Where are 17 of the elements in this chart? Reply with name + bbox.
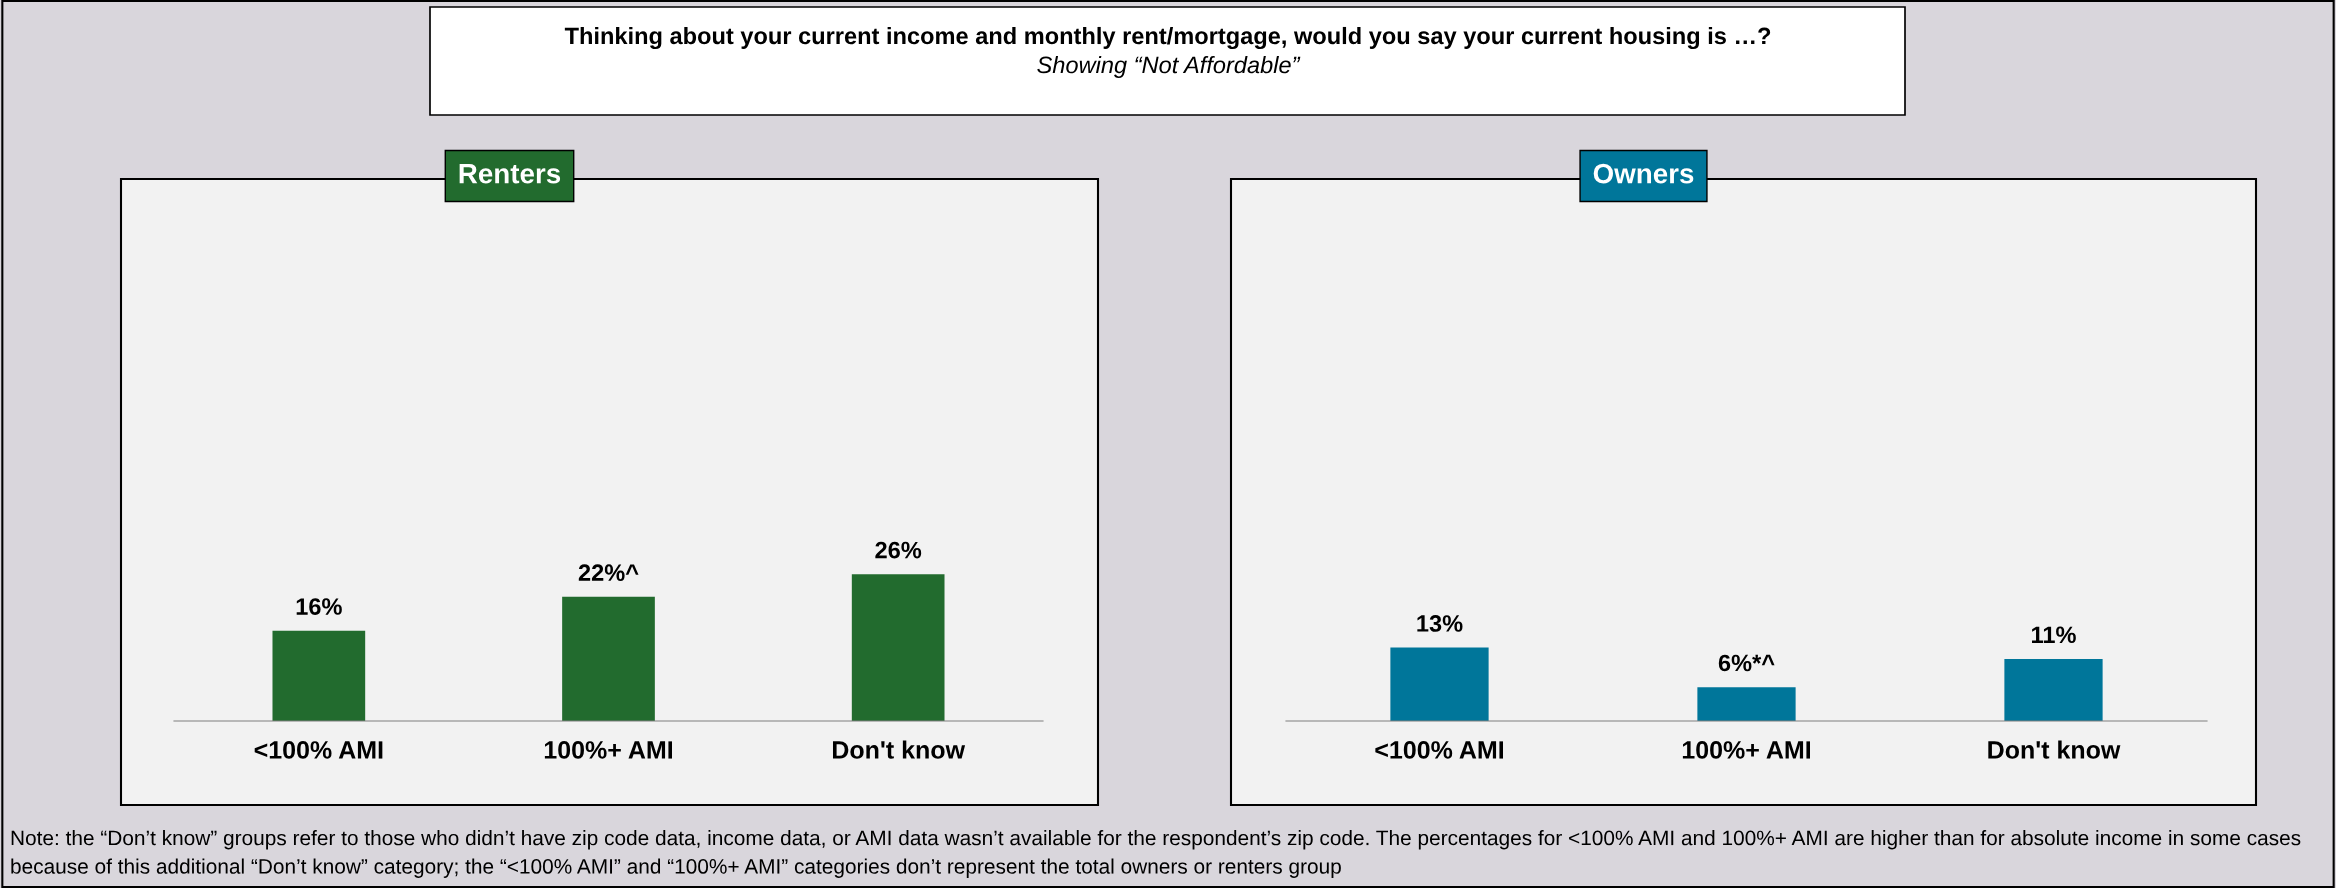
data-label: 6%*^ bbox=[1718, 654, 1775, 672]
x-tick-label: 100%+ AMI bbox=[544, 741, 673, 759]
data-label: 26% bbox=[875, 541, 922, 559]
data-label: 13% bbox=[1417, 615, 1463, 632]
text: Note: the “Don’t know” groups refer to those who didn’t have zip code data, income data, or AMI data wasn’t available for the respondent’s zip code. The percentages for <100% AMI and 100%+ AMI are higher than for absolute income in some cases because of this additional “Don’t know” category; the “<100% AMI” and “100%+ AMI” categories don’t represent the total owners or renters group bbox=[11, 830, 2301, 878]
chart-title: Renters bbox=[459, 164, 561, 184]
data-label: 16% bbox=[296, 598, 342, 615]
data-label: 22%^ bbox=[578, 564, 639, 581]
data-label: 11% bbox=[2032, 626, 2076, 644]
text: Thinking about your current income and monthly rent/mortgage, would you say your current housing is …? bbox=[564, 26, 1771, 50]
x-tick-label: <100% AMI bbox=[254, 741, 383, 759]
chart-title: Owners bbox=[1593, 163, 1694, 184]
x-tick-label: <100% AMI bbox=[1375, 741, 1504, 759]
x-tick-label: Don't know bbox=[1988, 740, 2121, 759]
text: Showing “Not Affordable” bbox=[1037, 56, 1301, 79]
x-tick-label: Don't know bbox=[832, 740, 966, 759]
x-tick-label: 100%+ AMI bbox=[1682, 741, 1811, 759]
